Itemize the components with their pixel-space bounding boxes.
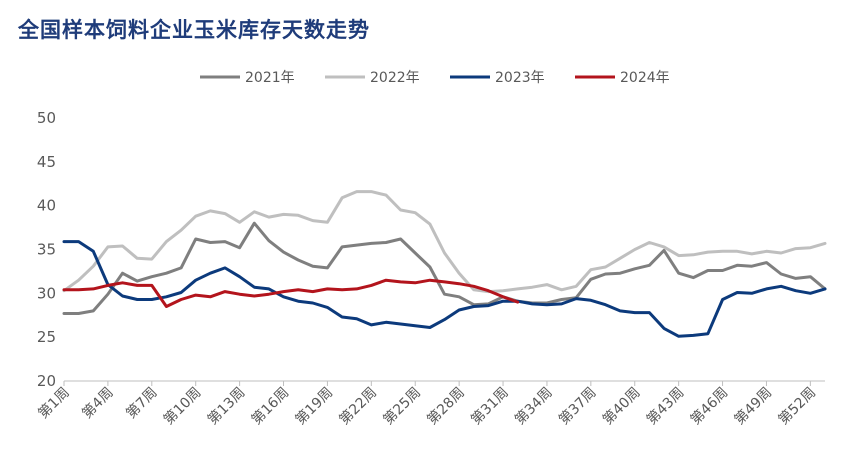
x-tick-label: 第10周 xyxy=(160,384,204,428)
legend-label: 2021年 xyxy=(245,70,295,86)
legend-label: 2024年 xyxy=(620,70,670,86)
x-tick-label: 第40周 xyxy=(599,384,643,428)
series-line-2023 xyxy=(62,240,827,338)
y-tick-label: 45 xyxy=(37,153,56,171)
x-tick-label: 第19周 xyxy=(292,384,336,428)
chart-title: 全国样本饲料企业玉米库存天数走势 xyxy=(18,17,370,42)
series-line-2022 xyxy=(62,190,827,294)
x-tick-label: 第52周 xyxy=(775,384,819,428)
x-tick-label: 第13周 xyxy=(204,384,248,428)
x-tick-label: 第34周 xyxy=(511,384,555,428)
x-tick-label: 第31周 xyxy=(467,384,511,428)
x-tick-label: 第43周 xyxy=(643,384,687,428)
legend: 2021年 2022年 2023年 2024年 xyxy=(200,70,670,86)
x-tick-label: 第22周 xyxy=(336,384,380,428)
legend-label: 2022年 xyxy=(370,70,420,86)
y-tick-label: 35 xyxy=(37,241,56,259)
y-tick-label: 30 xyxy=(37,284,56,302)
y-axis: 20 25 30 35 40 45 50 xyxy=(37,109,56,390)
y-tick-label: 40 xyxy=(37,197,56,215)
legend-label: 2023年 xyxy=(495,70,545,86)
x-axis: 第1周 第4周 第7周 第10周 第13周 第16周 第19周 第22周 第25周 第28周 第31… xyxy=(35,380,825,428)
series-lines xyxy=(62,190,827,338)
x-tick-label: 第4周 xyxy=(79,384,117,422)
series-line-2024 xyxy=(62,278,520,308)
x-tick-label: 第37周 xyxy=(555,384,599,428)
y-tick-label: 25 xyxy=(37,328,56,346)
x-tick-label: 第16周 xyxy=(248,384,292,428)
series-line-2021 xyxy=(62,221,827,315)
y-tick-label: 20 xyxy=(37,372,56,390)
x-tick-label: 第49周 xyxy=(731,384,775,428)
y-tick-label: 50 xyxy=(37,109,56,127)
x-tick-label: 第46周 xyxy=(687,384,731,428)
x-tick-label: 第25周 xyxy=(380,384,424,428)
x-tick-label: 第7周 xyxy=(123,384,161,422)
x-tick-label: 第28周 xyxy=(424,384,468,428)
